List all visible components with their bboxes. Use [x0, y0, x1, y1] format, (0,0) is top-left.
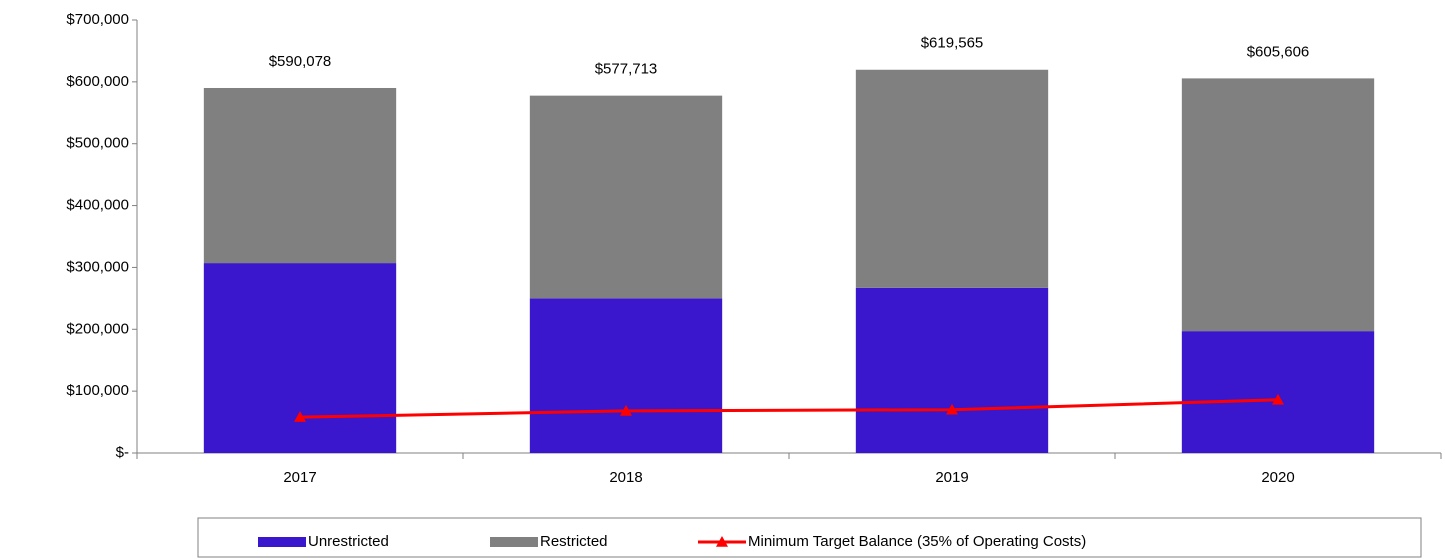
x-tick-label: 2018 — [609, 469, 642, 486]
y-tick-label: $300,000 — [66, 258, 129, 275]
line-marker — [946, 403, 958, 415]
x-tick-label: 2020 — [1261, 469, 1294, 486]
bar-segment — [529, 95, 723, 299]
bar-segment — [203, 87, 397, 264]
x-tick-label: 2017 — [283, 469, 316, 486]
line-marker — [294, 411, 306, 422]
y-tick-label: $600,000 — [66, 73, 129, 90]
legend-label: Unrestricted — [308, 533, 389, 550]
legend-swatch — [716, 536, 728, 547]
y-tick-label: $700,000 — [66, 11, 129, 28]
legend — [197, 517, 1422, 558]
bar-segment — [529, 298, 723, 453]
legend-swatch — [490, 537, 538, 547]
y-tick-label: $400,000 — [66, 197, 129, 214]
line-marker — [620, 404, 632, 416]
legend-swatch — [258, 537, 306, 547]
total-label: $619,565 — [921, 35, 984, 52]
y-tick-label: $500,000 — [66, 135, 129, 152]
total-label: $605,606 — [1247, 43, 1310, 60]
total-label: $590,078 — [269, 53, 332, 70]
legend-label: Minimum Target Balance (35% of Operating… — [748, 533, 1086, 550]
x-tick-label: 2019 — [935, 469, 968, 486]
legend-label: Restricted — [540, 533, 608, 550]
bar-segment — [1181, 331, 1375, 453]
line — [299, 398, 1279, 419]
bar-segment — [203, 263, 397, 453]
total-label: $577,713 — [595, 61, 658, 78]
line-marker — [1272, 393, 1284, 405]
y-tick-label: $200,000 — [66, 320, 129, 337]
bar-segment — [1181, 78, 1375, 332]
y-tick-label: $- — [116, 444, 129, 461]
y-tick-label: $100,000 — [66, 382, 129, 399]
bar-segment — [855, 69, 1049, 288]
bar-segment — [855, 287, 1049, 453]
